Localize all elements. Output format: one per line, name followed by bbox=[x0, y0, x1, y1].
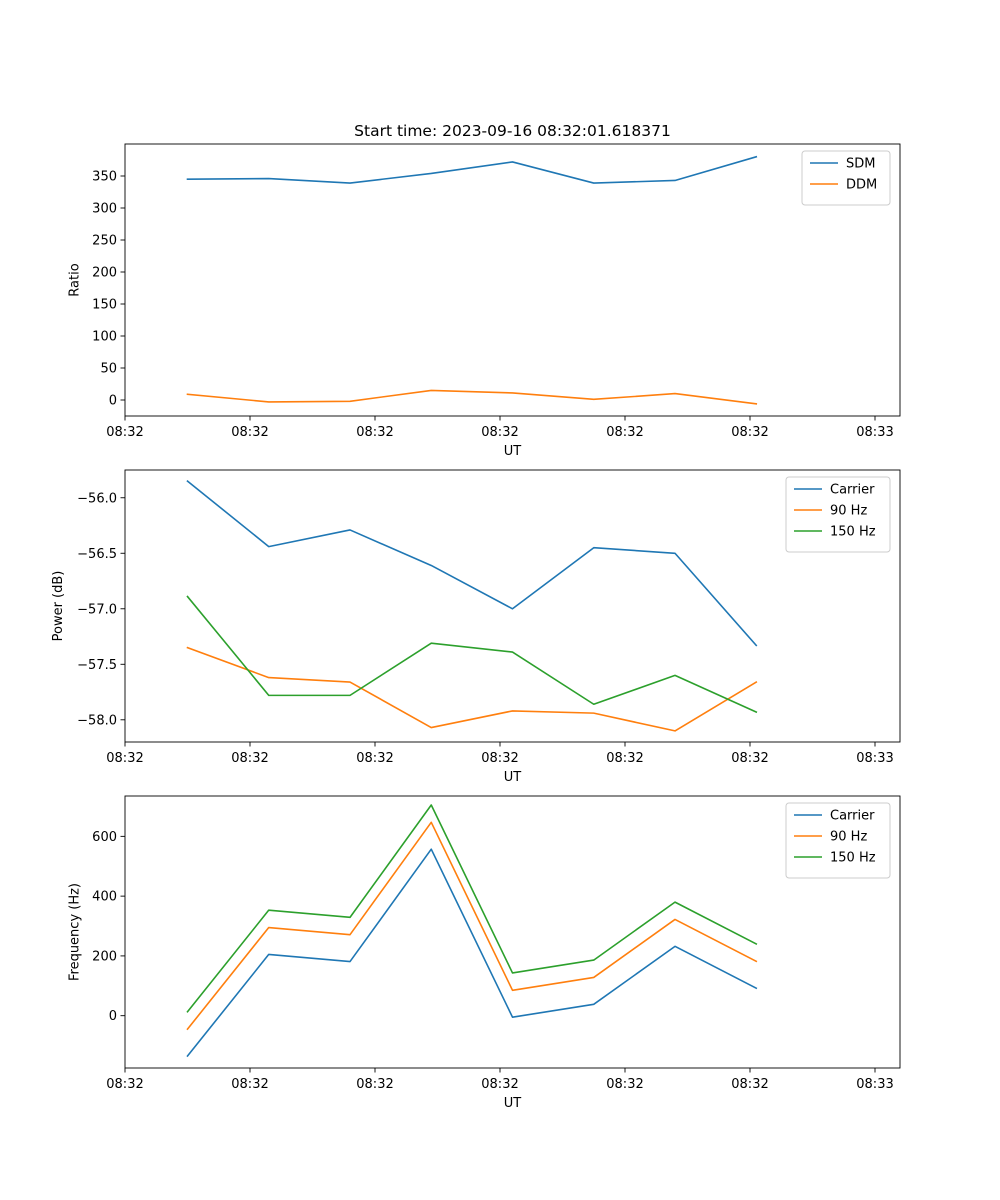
legend: SDM DDM bbox=[802, 151, 890, 205]
x-tick-label: 08:32 bbox=[231, 425, 268, 440]
x-tick-label: 08:33 bbox=[856, 425, 893, 440]
y-tick-label: 250 bbox=[92, 234, 117, 249]
x-tick-label: 08:32 bbox=[231, 751, 268, 766]
x-tick-label: 08:32 bbox=[231, 1077, 268, 1092]
x-axis-label: UT bbox=[504, 1096, 522, 1111]
legend-label: Carrier bbox=[830, 483, 875, 498]
y-tick-label: 300 bbox=[92, 202, 117, 217]
y-tick-label: 400 bbox=[92, 890, 117, 905]
y-tick-label: 200 bbox=[92, 266, 117, 281]
x-tick-label: 08:32 bbox=[106, 751, 143, 766]
legend-label: SDM bbox=[846, 157, 875, 172]
x-tick-label: 08:32 bbox=[481, 1077, 518, 1092]
x-axis-label: UT bbox=[504, 770, 522, 785]
x-tick-label: 08:32 bbox=[481, 425, 518, 440]
legend-label: 90 Hz bbox=[830, 830, 867, 845]
y-tick-label: −56.5 bbox=[77, 547, 117, 562]
x-axis-label: UT bbox=[504, 444, 522, 459]
y-tick-label: 200 bbox=[92, 949, 117, 964]
legend-label: DDM bbox=[846, 178, 877, 193]
x-tick-label: 08:33 bbox=[856, 1077, 893, 1092]
x-tick-label: 08:33 bbox=[856, 751, 893, 766]
legend-label: 150 Hz bbox=[830, 525, 876, 540]
legend-label: 150 Hz bbox=[830, 851, 876, 866]
legend: Carrier 90 Hz 150 Hz bbox=[786, 803, 890, 878]
legend-label: 90 Hz bbox=[830, 504, 867, 519]
y-tick-label: −57.5 bbox=[77, 658, 117, 673]
x-tick-label: 08:32 bbox=[606, 751, 643, 766]
y-tick-label: 150 bbox=[92, 298, 117, 313]
legend-label: Carrier bbox=[830, 809, 875, 824]
y-axis-label: Ratio bbox=[67, 263, 82, 296]
y-tick-label: 0 bbox=[109, 394, 117, 409]
x-tick-label: 08:32 bbox=[606, 1077, 643, 1092]
y-tick-label: 350 bbox=[92, 170, 117, 185]
x-tick-label: 08:32 bbox=[731, 425, 768, 440]
x-tick-label: 08:32 bbox=[106, 1077, 143, 1092]
figure-title: Start time: 2023-09-16 08:32:01.618371 bbox=[354, 122, 671, 140]
x-tick-label: 08:32 bbox=[356, 751, 393, 766]
x-tick-label: 08:32 bbox=[106, 425, 143, 440]
x-tick-label: 08:32 bbox=[731, 751, 768, 766]
y-axis-label: Power (dB) bbox=[51, 571, 66, 642]
x-tick-label: 08:32 bbox=[356, 1077, 393, 1092]
x-tick-label: 08:32 bbox=[356, 425, 393, 440]
y-tick-label: −57.0 bbox=[77, 602, 117, 617]
y-tick-label: −56.0 bbox=[77, 491, 117, 506]
x-tick-label: 08:32 bbox=[606, 425, 643, 440]
figure-canvas: Start time: 2023-09-16 08:32:01.618371 0… bbox=[0, 0, 1000, 1200]
figure: Start time: 2023-09-16 08:32:01.618371 0… bbox=[0, 0, 1000, 1200]
y-tick-label: −58.0 bbox=[77, 713, 117, 728]
x-tick-label: 08:32 bbox=[481, 751, 518, 766]
y-tick-label: 50 bbox=[100, 362, 117, 377]
y-axis-label: Frequency (Hz) bbox=[67, 883, 82, 981]
y-tick-label: 100 bbox=[92, 330, 117, 345]
x-tick-label: 08:32 bbox=[731, 1077, 768, 1092]
legend: Carrier 90 Hz 150 Hz bbox=[786, 477, 890, 552]
y-tick-label: 0 bbox=[109, 1009, 117, 1024]
y-tick-label: 600 bbox=[92, 830, 117, 845]
